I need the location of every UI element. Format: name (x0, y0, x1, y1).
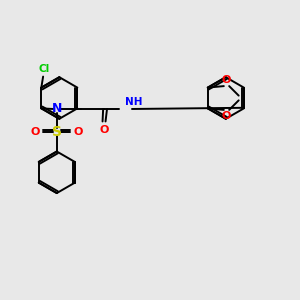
Text: NH: NH (124, 98, 142, 107)
Text: O: O (221, 75, 231, 85)
Text: O: O (31, 127, 40, 136)
Text: Cl: Cl (38, 64, 49, 74)
Text: S: S (52, 125, 62, 139)
Text: O: O (221, 111, 231, 121)
Text: N: N (52, 103, 62, 116)
Text: O: O (100, 125, 109, 135)
Text: O: O (74, 127, 83, 136)
